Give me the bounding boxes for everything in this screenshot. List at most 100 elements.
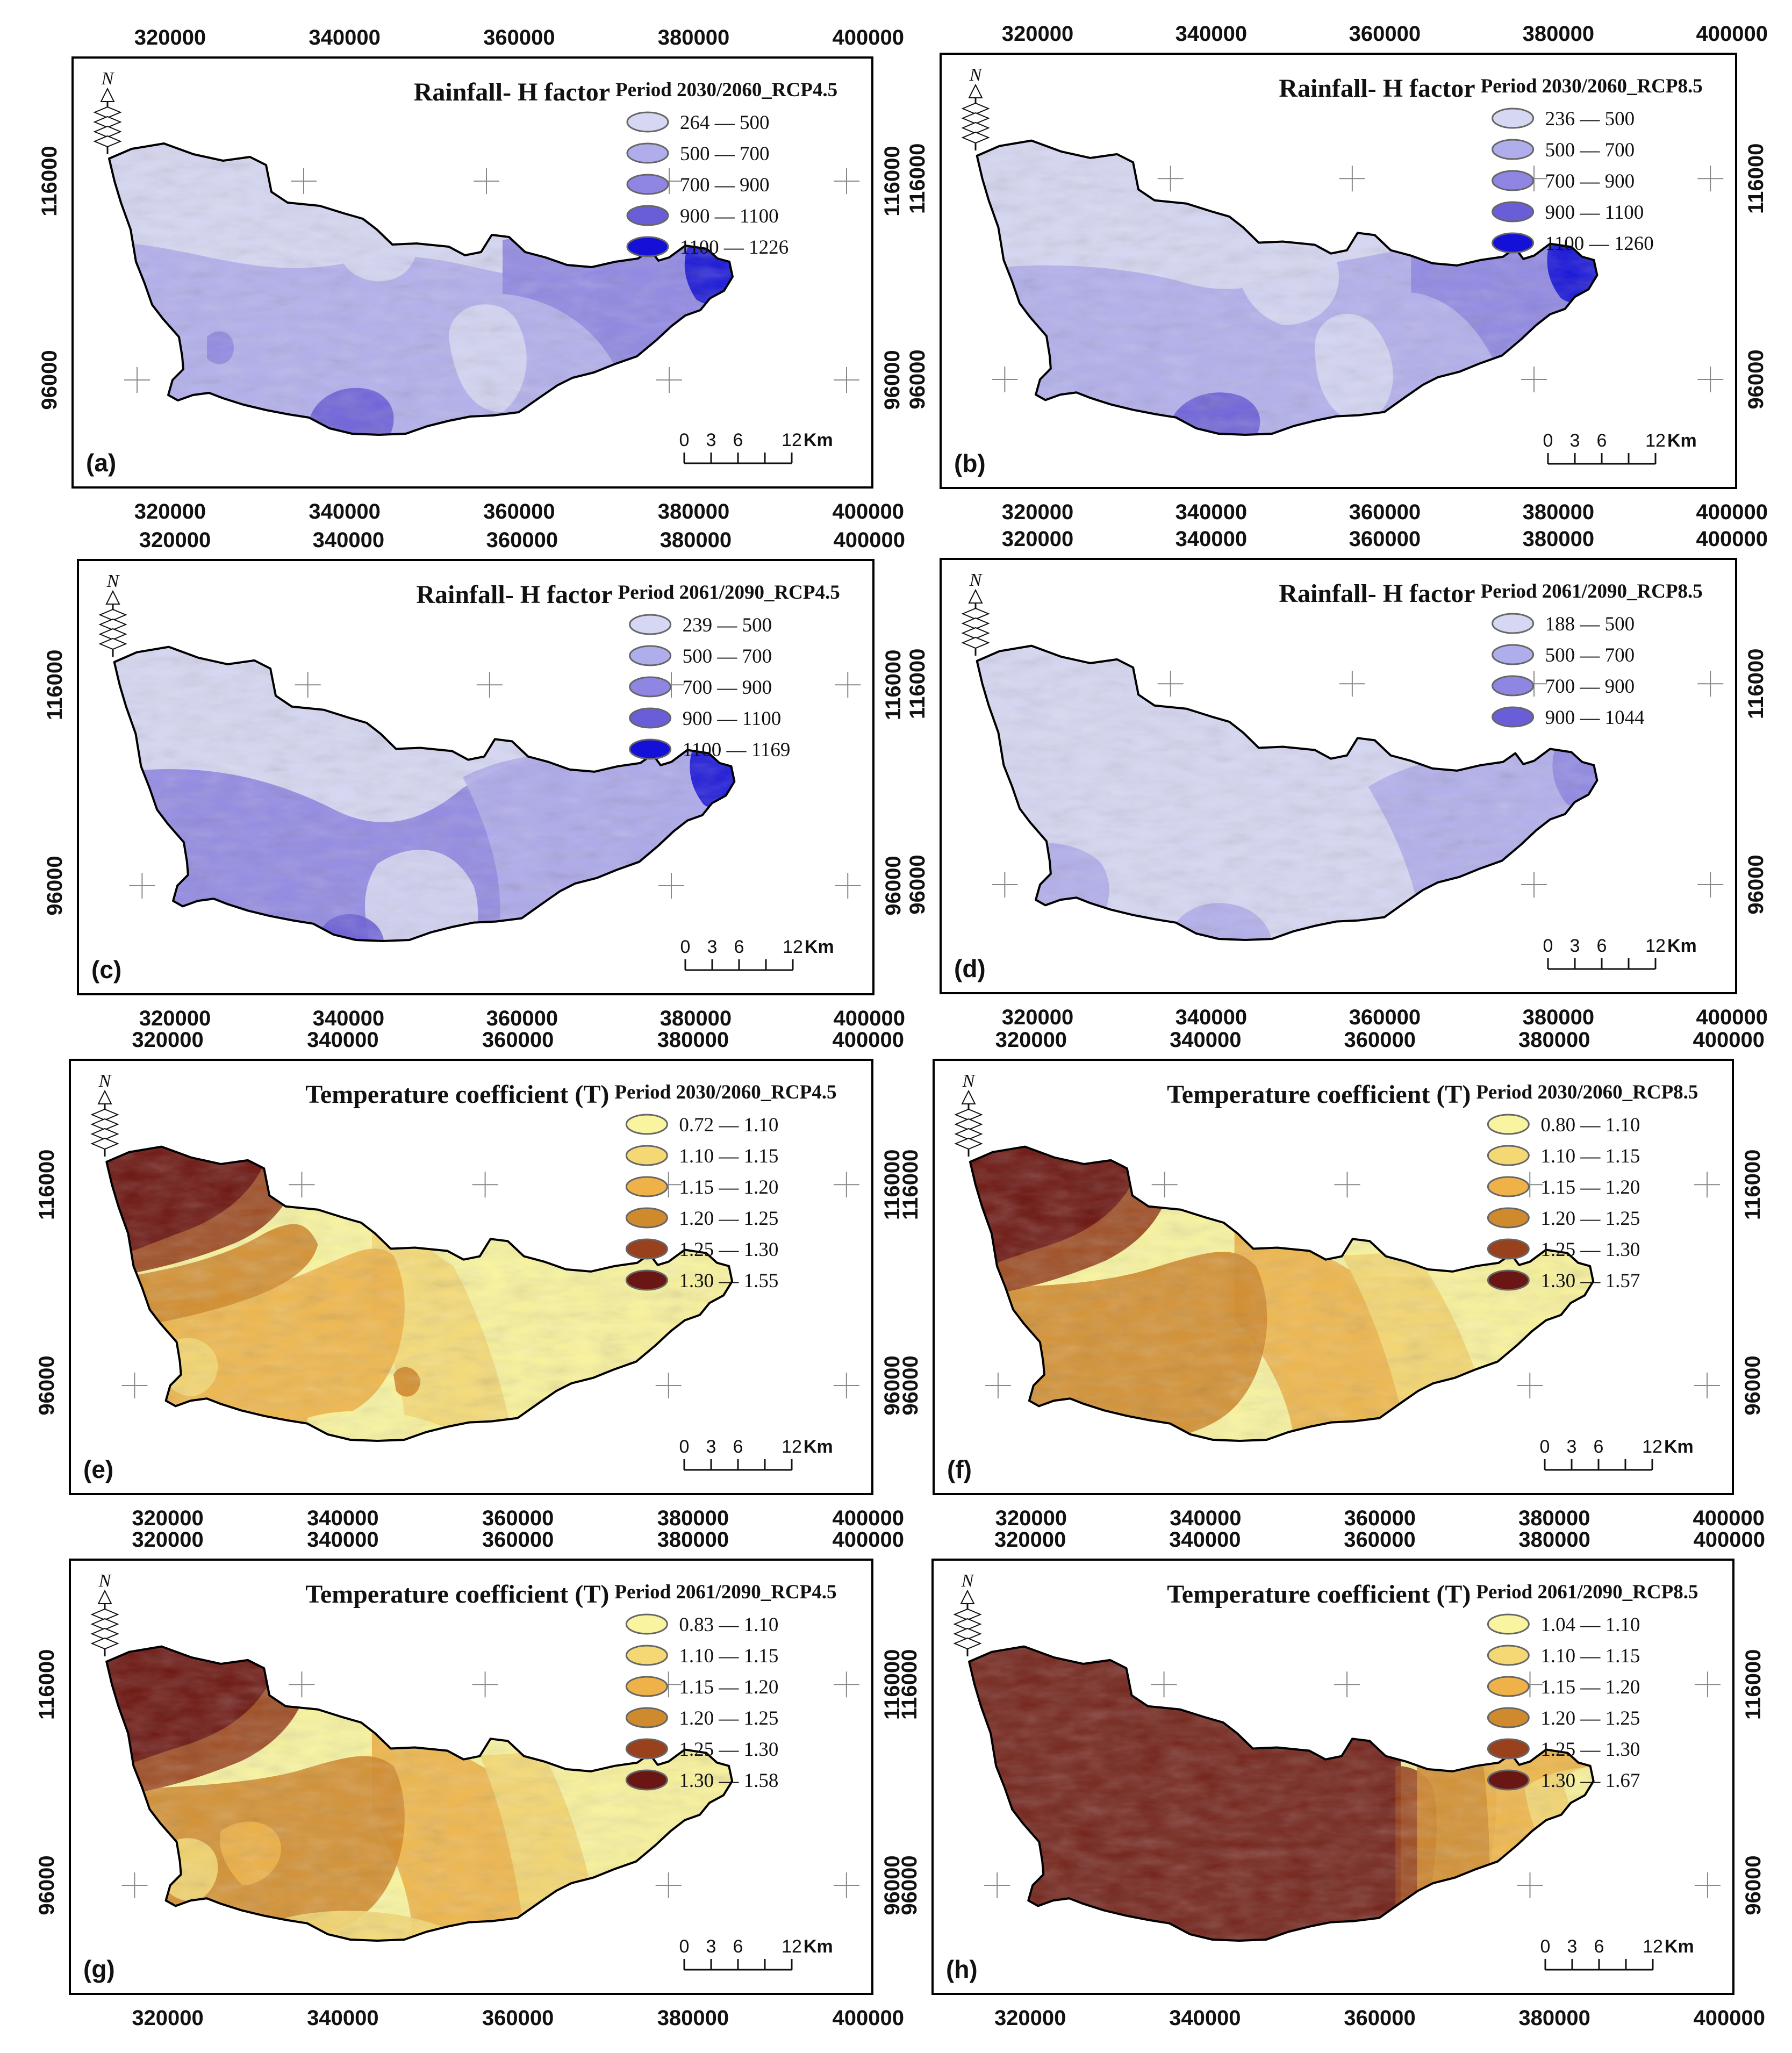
north-arrow-icon: N bbox=[90, 1071, 119, 1157]
legend-swatch bbox=[1487, 1176, 1530, 1197]
x-tick-label-top: 320000 bbox=[995, 1028, 1067, 1052]
scale-bar-label: 0 bbox=[1543, 936, 1553, 956]
north-arrow-icon: N bbox=[98, 571, 127, 657]
scale-bar-label: 6 bbox=[1594, 1437, 1604, 1457]
legend-swatch bbox=[1487, 1207, 1530, 1229]
map-title: Temperature coefficient (T) bbox=[305, 1580, 609, 1609]
legend-swatch bbox=[625, 1613, 668, 1635]
x-tick-label-bottom: 400000 bbox=[1693, 2006, 1765, 2030]
legend-swatch bbox=[625, 1645, 668, 1666]
y-tick-label-left: 116000 bbox=[906, 649, 929, 719]
legend-swatch bbox=[1487, 1145, 1530, 1166]
legend-swatch bbox=[1492, 232, 1535, 254]
scale-bar-label: 0 bbox=[1540, 1936, 1551, 1957]
grid-cross bbox=[121, 1373, 148, 1398]
legend-swatch bbox=[626, 111, 669, 133]
grid-cross bbox=[1151, 1172, 1178, 1198]
x-tick-label-bottom: 360000 bbox=[486, 1007, 558, 1030]
legend-entry: 900 — 1100 bbox=[683, 708, 782, 730]
legend: 0.83 — 1.10 1.10 — 1.15 1.15 — 1.20 1.20 — … bbox=[625, 1613, 778, 1792]
map-panel-c: 320000 320000 340000 340000 360000 360000 3800… bbox=[43, 528, 905, 1030]
grid-cross bbox=[655, 1373, 682, 1398]
legend-entry: 0.83 — 1.10 bbox=[679, 1614, 778, 1636]
legend-entry: 1.25 — 1.30 bbox=[1540, 1239, 1640, 1261]
panel-label: (f) bbox=[947, 1455, 972, 1483]
y-tick-label-left: 116000 bbox=[43, 650, 67, 720]
x-tick-label-top: 320000 bbox=[1002, 22, 1073, 46]
grid-cross bbox=[474, 168, 499, 194]
legend-entry: 0.72 — 1.10 bbox=[679, 1114, 778, 1136]
legend-entry: 1.10 — 1.15 bbox=[679, 1645, 778, 1667]
legend-swatch bbox=[1492, 613, 1535, 634]
x-tick-label-top: 360000 bbox=[486, 528, 558, 552]
scale-bar-label: 6 bbox=[733, 1936, 743, 1957]
legend-swatch bbox=[1492, 644, 1535, 665]
x-tick-label-top: 320000 bbox=[134, 26, 206, 49]
y-tick-label-right: 96000 bbox=[1741, 1855, 1765, 1915]
scale-bar-label: 6 bbox=[1594, 1936, 1604, 1957]
x-tick-label-top: 360000 bbox=[1349, 22, 1421, 46]
legend-swatch bbox=[625, 1114, 668, 1135]
legend-entry: 1100 — 1169 bbox=[683, 739, 791, 761]
scale-bar-label: 0 bbox=[679, 1437, 690, 1457]
legend-entry: 1.30 — 1.58 bbox=[679, 1770, 778, 1792]
grid-cross bbox=[834, 168, 859, 194]
legend-swatch bbox=[1487, 1738, 1530, 1760]
x-tick-label-bottom: 320000 bbox=[1002, 500, 1073, 524]
map-title: Temperature coefficient (T) bbox=[305, 1080, 609, 1109]
x-tick-label-top: 360000 bbox=[1344, 1028, 1416, 1052]
map-title: Rainfall- H factor bbox=[416, 580, 612, 609]
scale-bar: 0 3 6 12 Km bbox=[1543, 430, 1697, 465]
scale-bar-label: 6 bbox=[734, 937, 744, 957]
x-tick-label-top: 380000 bbox=[1523, 22, 1594, 46]
grid-cross bbox=[1517, 1373, 1543, 1398]
legend-entry: 188 — 500 bbox=[1545, 613, 1635, 635]
catchment-outline bbox=[114, 647, 735, 941]
grid-cross bbox=[124, 367, 150, 393]
legend: 1.04 — 1.10 1.10 — 1.15 1.15 — 1.20 1.20 — … bbox=[1487, 1613, 1640, 1792]
grid-cross bbox=[1694, 1872, 1721, 1898]
legend-entry: 1.10 — 1.15 bbox=[679, 1145, 778, 1167]
panel-label: (h) bbox=[946, 1955, 978, 1983]
y-tick-label-left: 96000 bbox=[35, 1355, 59, 1415]
legend-swatch bbox=[625, 1207, 668, 1229]
legend-entry: 700 — 900 bbox=[1545, 676, 1635, 698]
x-tick-label-bottom: 320000 bbox=[995, 1506, 1067, 1530]
x-tick-label-bottom: 340000 bbox=[309, 500, 380, 523]
north-label: N bbox=[969, 570, 983, 590]
y-tick-label-right: 96000 bbox=[1741, 1355, 1765, 1415]
legend-swatch bbox=[1487, 1238, 1530, 1260]
scale-bar-label: 12 bbox=[1645, 936, 1666, 956]
x-tick-label-top: 360000 bbox=[1344, 1528, 1415, 1552]
scale-bar-label: 3 bbox=[706, 430, 716, 450]
legend-entry: 1.25 — 1.30 bbox=[1540, 1739, 1640, 1761]
legend: 188 — 500 500 — 700 700 — 900 900 — 1044 bbox=[1492, 613, 1645, 729]
grid-cross bbox=[121, 1872, 148, 1898]
scale-bar-label: 3 bbox=[707, 937, 718, 957]
grid-cross bbox=[295, 672, 321, 698]
scale-bar-label: 12 bbox=[782, 430, 802, 450]
x-tick-label-bottom: 340000 bbox=[1169, 2006, 1241, 2030]
map-title: Temperature coefficient (T) bbox=[1167, 1080, 1471, 1109]
north-label: N bbox=[98, 1571, 112, 1591]
scale-bar-label: 6 bbox=[733, 430, 743, 450]
legend-swatch bbox=[625, 1707, 668, 1728]
legend-entry: 1.25 — 1.30 bbox=[679, 1239, 778, 1261]
legend-entry: 1.10 — 1.15 bbox=[1540, 1645, 1640, 1667]
x-tick-label-top: 320000 bbox=[139, 528, 211, 552]
scale-bar-label: 3 bbox=[706, 1437, 716, 1457]
legend-entry: 1100 — 1226 bbox=[680, 236, 789, 259]
y-tick-label-left: 96000 bbox=[43, 856, 67, 915]
grid-cross bbox=[984, 1872, 1010, 1898]
y-tick-label-right: 96000 bbox=[880, 1355, 904, 1415]
grid-cross bbox=[289, 1671, 315, 1698]
legend-entry: 239 — 500 bbox=[683, 614, 772, 636]
legend-swatch bbox=[629, 707, 672, 729]
x-tick-label-top: 320000 bbox=[994, 1528, 1066, 1552]
x-tick-label-top: 380000 bbox=[660, 528, 732, 552]
y-tick-label-left: 96000 bbox=[38, 350, 61, 410]
x-tick-label-top: 340000 bbox=[307, 1528, 378, 1552]
legend-entry: 1.15 — 1.20 bbox=[679, 1176, 778, 1198]
y-tick-label-right: 116000 bbox=[880, 1150, 904, 1220]
catchment-outline bbox=[969, 1647, 1594, 1941]
